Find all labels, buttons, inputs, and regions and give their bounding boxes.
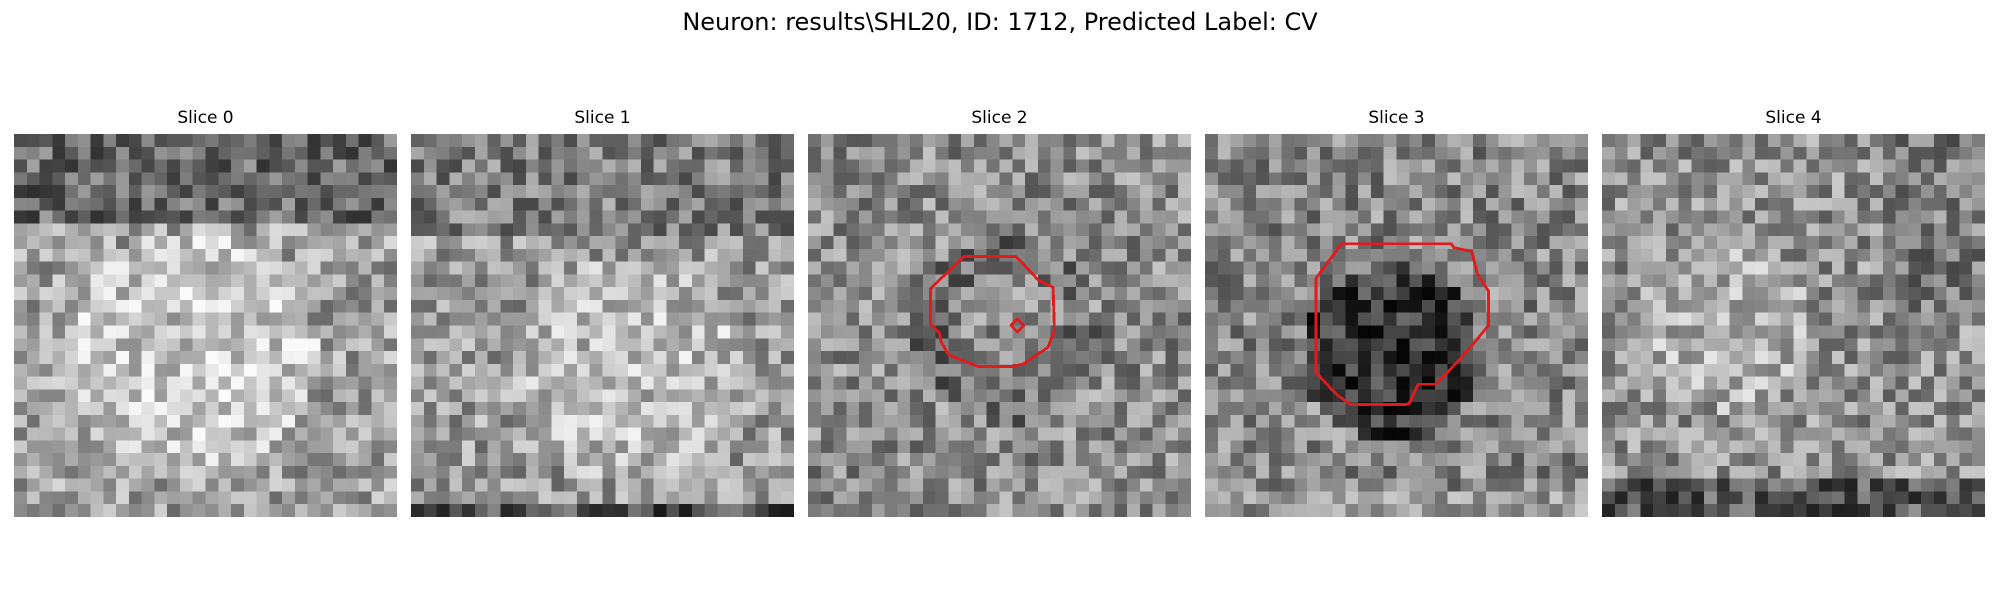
- slice-image-0: [14, 134, 397, 517]
- centroid-marker-slice-2: [1009, 317, 1026, 334]
- slice-image-1: [411, 134, 794, 517]
- slice-image-3: [1205, 134, 1588, 517]
- slice-image-2: [808, 134, 1191, 517]
- slice-title-1: Slice 1: [574, 108, 631, 128]
- slice-panel-0: Slice 0: [14, 108, 397, 517]
- slice-panel-4: Slice 4: [1602, 108, 1985, 517]
- segmentation-contour-slice-2: [929, 255, 1056, 368]
- slice-title-4: Slice 4: [1765, 108, 1822, 128]
- figure-title: Neuron: results\SHL20, ID: 1712, Predict…: [682, 8, 1318, 36]
- slice-panel-1: Slice 1: [411, 108, 794, 517]
- slice-title-2: Slice 2: [971, 108, 1028, 128]
- slice-title-0: Slice 0: [177, 108, 234, 128]
- slice-title-3: Slice 3: [1368, 108, 1425, 128]
- segmentation-contour-slice-3: [1314, 242, 1490, 407]
- slice-panel-3: Slice 3: [1205, 108, 1588, 517]
- slice-panel-2: Slice 2: [808, 108, 1191, 517]
- slice-image-4: [1602, 134, 1985, 517]
